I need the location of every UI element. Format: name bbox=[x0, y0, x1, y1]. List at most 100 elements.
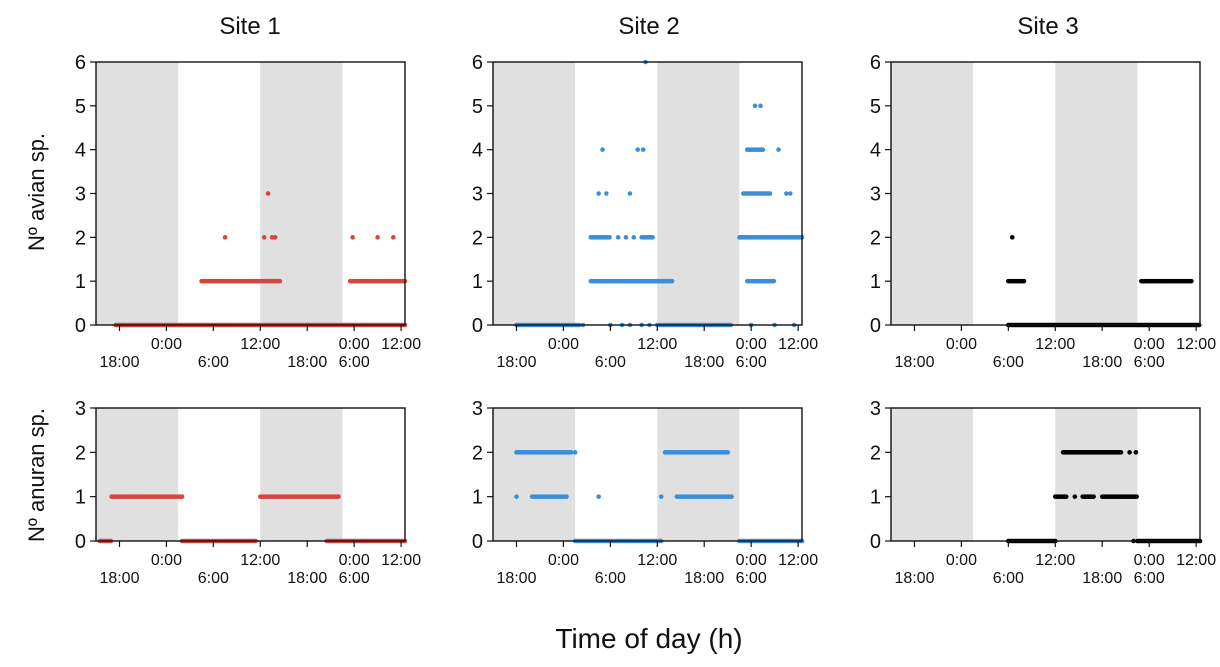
x-tick-label-upper: 0:00 bbox=[151, 336, 182, 353]
data-point bbox=[272, 235, 278, 240]
x-tick-label-upper: 12:00 bbox=[381, 552, 421, 569]
night-band bbox=[657, 62, 740, 325]
x-tick-label-upper: 12:00 bbox=[1176, 336, 1216, 353]
y-tick-label: 0 bbox=[472, 315, 483, 337]
y-tick-label: 0 bbox=[75, 531, 86, 553]
data-point bbox=[776, 147, 781, 152]
x-tick-label-upper: 0:00 bbox=[736, 336, 767, 353]
night-band bbox=[1055, 62, 1138, 325]
y-tick-label: 1 bbox=[870, 271, 881, 293]
x-axis-label: Time of day (h) bbox=[555, 623, 742, 654]
data-point bbox=[1072, 494, 1078, 499]
x-tick-label-lower: 6:00 bbox=[1134, 570, 1165, 587]
x-tick-label-lower: 6:00 bbox=[1134, 354, 1165, 371]
y-tick-label: 2 bbox=[472, 442, 483, 464]
data-point bbox=[1021, 278, 1027, 284]
y-tick-label: 4 bbox=[472, 140, 483, 162]
x-tick-label-upper: 0:00 bbox=[946, 552, 977, 569]
data-point bbox=[725, 450, 730, 455]
x-tick-label-upper: 12:00 bbox=[778, 336, 818, 353]
x-tick-label-upper: 12:00 bbox=[1035, 336, 1075, 353]
x-tick-label-lower: 6:00 bbox=[736, 570, 767, 587]
x-tick-label-upper: 12:00 bbox=[240, 552, 280, 569]
y-tick-label: 2 bbox=[870, 442, 881, 464]
y-tick-label: 3 bbox=[472, 398, 483, 420]
data-point bbox=[758, 103, 763, 109]
night-band bbox=[493, 408, 576, 541]
y-tick-label: 3 bbox=[870, 184, 881, 206]
data-point bbox=[729, 494, 734, 499]
data-point bbox=[1091, 494, 1096, 499]
y-tick-label: 0 bbox=[472, 531, 483, 553]
y-tick-label: 6 bbox=[75, 52, 86, 74]
x-tick-label-lower: 18:00 bbox=[287, 354, 327, 371]
y-tick-label: 0 bbox=[870, 315, 881, 337]
x-tick-label-lower: 18:00 bbox=[99, 354, 139, 371]
data-point bbox=[390, 235, 396, 240]
panels: 0 1 2 3 4 5 6 0:00 12:00 0:00 12:00 18:00 6:00 18:00 6… bbox=[75, 52, 1216, 587]
x-tick-label-upper: 0:00 bbox=[1134, 552, 1165, 569]
data-point bbox=[771, 278, 777, 284]
x-tick-label-upper: 0:00 bbox=[339, 552, 370, 569]
x-tick-label-lower: 6:00 bbox=[339, 570, 370, 587]
data-point bbox=[1118, 450, 1124, 455]
data-point bbox=[604, 191, 609, 196]
y-tick-label: 2 bbox=[870, 227, 881, 249]
x-tick-label-upper: 12:00 bbox=[1035, 552, 1075, 569]
y-tick-label: 1 bbox=[75, 487, 86, 509]
data-point bbox=[332, 494, 337, 499]
x-tick-label-lower: 6:00 bbox=[595, 354, 626, 371]
x-tick-label-lower: 18:00 bbox=[496, 570, 536, 587]
x-tick-label-lower: 18:00 bbox=[684, 570, 724, 587]
data-point bbox=[752, 103, 758, 109]
y-tick-label: 4 bbox=[75, 140, 86, 162]
plot-frame bbox=[890, 407, 1201, 542]
x-tick-label-upper: 0:00 bbox=[548, 336, 579, 353]
data-point bbox=[596, 494, 601, 499]
data-point bbox=[179, 494, 185, 499]
data-point bbox=[568, 450, 574, 455]
x-tick-label-lower: 18:00 bbox=[99, 570, 139, 587]
x-tick-label-lower: 18:00 bbox=[1082, 570, 1122, 587]
x-tick-label-lower: 6:00 bbox=[993, 570, 1024, 587]
y-tick-label: 2 bbox=[75, 442, 86, 464]
panel-avian-site-3: 0 1 2 3 4 5 6 0:00 12:00 0:00 12:00 18:00 6:00 18:00 6… bbox=[870, 52, 1216, 371]
x-tick-label-lower: 6:00 bbox=[339, 354, 370, 371]
x-tick-label-upper: 12:00 bbox=[1176, 552, 1216, 569]
data-point bbox=[1009, 235, 1015, 240]
data-point bbox=[375, 235, 380, 240]
panel-avian-site-2: 0 1 2 3 4 5 6 0:00 12:00 0:00 12:00 18:00 6:00 18:00 6… bbox=[472, 52, 818, 371]
y-tick-label: 0 bbox=[75, 315, 86, 337]
x-tick-label-upper: 0:00 bbox=[339, 336, 370, 353]
x-tick-label-lower: 6:00 bbox=[198, 354, 229, 371]
data-point bbox=[564, 494, 569, 499]
y-tick-label: 0 bbox=[870, 531, 881, 553]
data-point bbox=[350, 235, 355, 240]
y-tick-label: 3 bbox=[75, 184, 86, 206]
y-tick-label: 6 bbox=[472, 52, 483, 74]
y-tick-label: 2 bbox=[75, 227, 86, 249]
x-tick-label-lower: 6:00 bbox=[993, 354, 1024, 371]
data-point bbox=[631, 235, 637, 240]
night-band bbox=[260, 408, 343, 541]
data-point bbox=[1134, 494, 1139, 499]
x-tick-label-lower: 18:00 bbox=[287, 570, 327, 587]
x-tick-label-lower: 6:00 bbox=[736, 354, 767, 371]
x-tick-label-upper: 12:00 bbox=[240, 336, 280, 353]
panel-anuran-site-3: 0 1 2 3 0:00 12:00 0:00 12:00 18:00 6:00 18:00 6:00 bbox=[870, 398, 1216, 587]
data-point bbox=[222, 235, 228, 240]
y-tick-label: 5 bbox=[472, 96, 483, 118]
x-tick-label-upper: 12:00 bbox=[381, 336, 421, 353]
night-band bbox=[657, 408, 740, 541]
y-tick-label: 1 bbox=[472, 271, 483, 293]
y-tick-label: 1 bbox=[870, 487, 881, 509]
data-point bbox=[572, 450, 578, 455]
panel-avian-site-1: 0 1 2 3 4 5 6 0:00 12:00 0:00 12:00 18:00 6:00 18:00 6… bbox=[75, 52, 421, 371]
y-tick-label: 1 bbox=[75, 271, 86, 293]
x-tick-label-upper: 0:00 bbox=[946, 336, 977, 353]
x-tick-label-lower: 18:00 bbox=[894, 570, 934, 587]
data-point bbox=[650, 235, 655, 240]
data-point bbox=[787, 191, 793, 196]
y-tick-label: 3 bbox=[75, 398, 86, 420]
